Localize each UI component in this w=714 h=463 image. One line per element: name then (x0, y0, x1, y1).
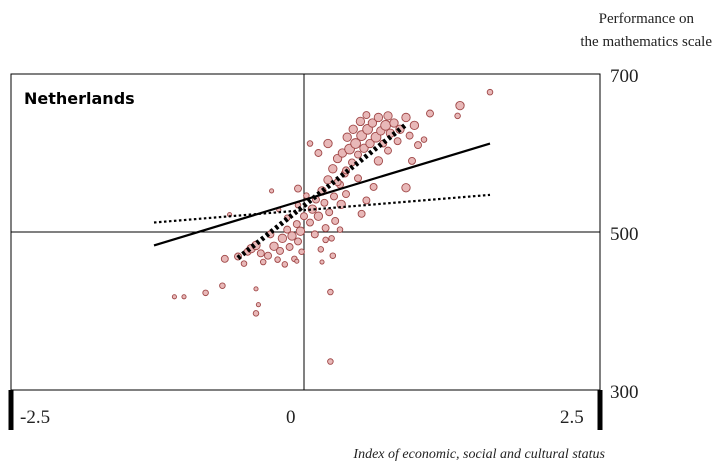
x-axis-label: Index of economic, social and cultural s… (352, 447, 605, 462)
data-point (328, 235, 335, 242)
data-point (323, 175, 333, 185)
y-tick-label-300: 300 (610, 382, 639, 403)
data-point (307, 204, 318, 214)
data-point (220, 254, 229, 263)
data-point (373, 156, 384, 166)
data-point (264, 251, 272, 260)
data-point (354, 174, 362, 183)
data-point (283, 225, 292, 234)
data-point (405, 131, 414, 140)
data-point (317, 246, 325, 253)
data-point (355, 116, 366, 127)
data-point (269, 241, 279, 251)
data-point (252, 310, 260, 317)
data-point (277, 233, 288, 243)
data-point (486, 88, 494, 96)
data-point (181, 294, 187, 300)
data-point (253, 286, 259, 292)
data-point (373, 112, 384, 123)
regression-lines-layer (153, 122, 491, 261)
data-point (327, 358, 334, 365)
data-point (420, 136, 428, 143)
data-point (380, 119, 391, 131)
data-point (255, 302, 261, 308)
data-point (274, 256, 281, 263)
data-point (294, 258, 300, 264)
data-point (357, 209, 366, 218)
data-point (401, 183, 411, 193)
data-point (292, 220, 301, 229)
data-point (281, 261, 289, 268)
data-point (384, 146, 392, 155)
data-point (313, 211, 324, 221)
y-tick-label-700: 700 (610, 66, 639, 87)
data-point (455, 100, 465, 111)
data-point (342, 132, 352, 142)
data-point (294, 184, 302, 193)
data-point (295, 226, 306, 236)
data-point (362, 196, 371, 205)
data-point (240, 260, 248, 267)
data-point (336, 226, 344, 233)
y-axis-label-line-2: the mathematics scale (580, 34, 712, 50)
x-tick-label-0: 0 (286, 407, 296, 428)
data-point (328, 164, 338, 174)
data-point (300, 212, 308, 221)
data-point (342, 190, 350, 199)
data-point (362, 111, 371, 120)
x-tick-label-neg-2.5: -2.5 (20, 407, 50, 428)
data-point (408, 156, 416, 165)
data-point (414, 141, 422, 150)
data-point (298, 248, 305, 255)
data-point (365, 138, 375, 149)
regression-line-solid (153, 142, 491, 247)
data-point (319, 259, 325, 265)
data-point (219, 282, 226, 289)
data-point (256, 249, 265, 258)
data-point (325, 208, 334, 217)
data-point (310, 230, 319, 239)
data-point (409, 120, 420, 131)
data-point (320, 198, 329, 207)
points-layer (171, 88, 494, 365)
data-point (314, 149, 323, 157)
data-point (306, 140, 314, 147)
data-point (329, 252, 337, 259)
data-point (359, 143, 369, 153)
data-point (330, 192, 338, 201)
panel-title: Netherlands (24, 89, 135, 108)
data-point (259, 258, 267, 266)
data-point (350, 138, 361, 149)
data-point (389, 118, 399, 128)
data-point (276, 247, 284, 255)
data-point (171, 294, 177, 300)
data-point (393, 137, 402, 146)
data-point (354, 150, 362, 159)
data-point (306, 218, 314, 227)
data-point (426, 109, 434, 118)
data-point (321, 224, 330, 233)
data-point (327, 288, 334, 296)
y-axis-label-line-1: Performance on (599, 11, 695, 27)
data-point (202, 289, 209, 297)
data-point (294, 237, 302, 246)
data-point (367, 118, 378, 128)
y-tick-label-500: 500 (610, 224, 639, 245)
data-point (269, 188, 275, 194)
regression-line-dotted (153, 193, 491, 224)
data-point (383, 111, 393, 121)
data-point (369, 183, 378, 191)
data-point (331, 216, 340, 225)
data-point (348, 124, 358, 134)
data-point (454, 112, 461, 120)
data-point (285, 243, 294, 251)
data-point (323, 138, 333, 149)
data-point (287, 231, 297, 241)
data-point (322, 236, 329, 244)
x-tick-label-2.5: 2.5 (560, 407, 584, 428)
data-point (401, 112, 411, 123)
